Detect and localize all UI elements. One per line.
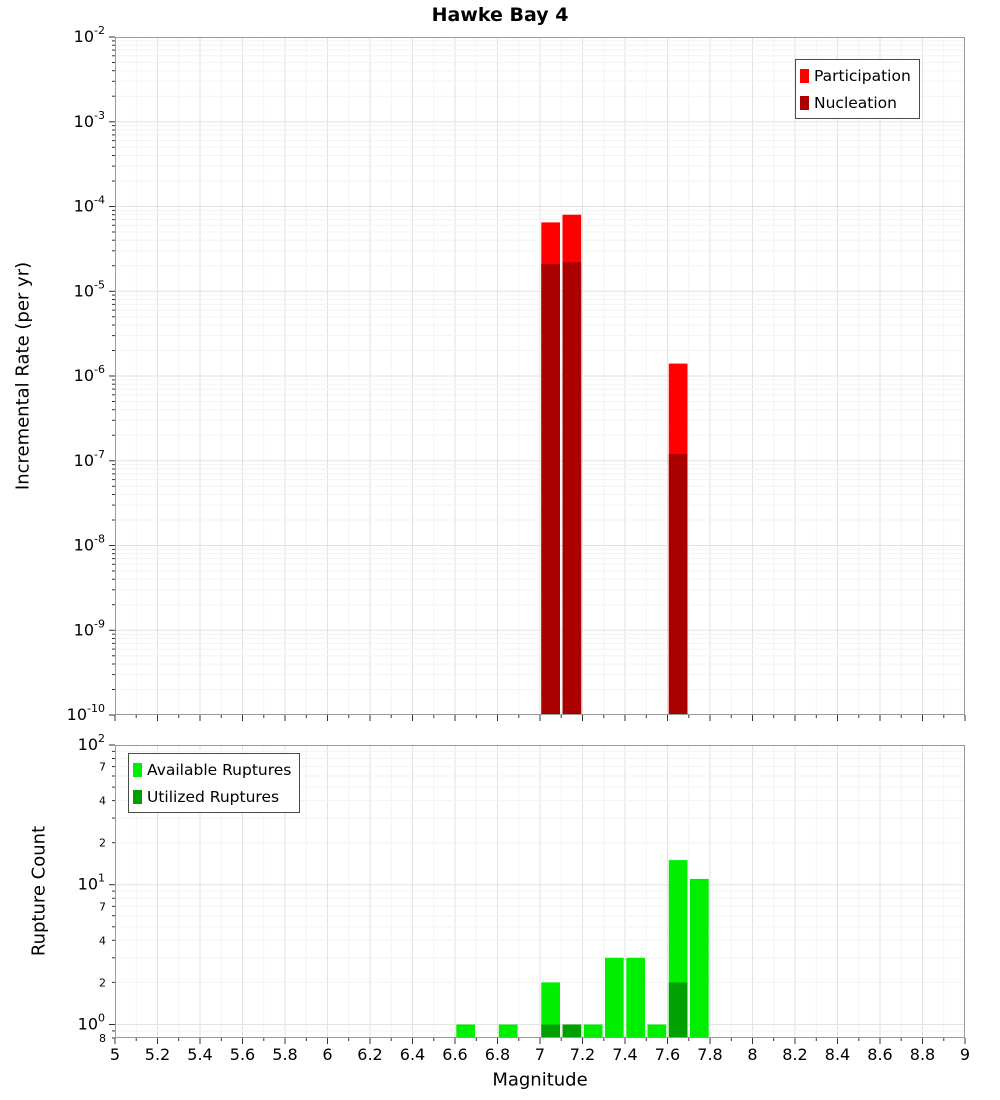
- plot-border: [115, 745, 965, 1038]
- axis-tick-labels: 10-10 10-9 10-8 10-7 10-6 10-5 10-4 10-3 10-2: [67, 24, 105, 724]
- y-tick-label: 10-9: [74, 617, 105, 639]
- rupture-count-plot: 5 5.2 5.4 5.6 5.8 6 6.2 6.4 6.6 6.8 7 7.2 7.4 7.6 7.8 8…: [78, 732, 970, 1064]
- grid-horizontal: [115, 40, 965, 690]
- x-tick-label: 8.6: [867, 1045, 892, 1064]
- bar: [498, 1024, 518, 1038]
- bar: [541, 263, 560, 715]
- y-minor-tick-label: 2: [99, 837, 106, 850]
- y-tick-label: 101: [78, 872, 105, 894]
- legend-item-utilized-ruptures: Utilized Ruptures: [133, 783, 291, 810]
- bar: [647, 1024, 667, 1038]
- x-tick-label: 7.4: [612, 1045, 637, 1064]
- y-tick-label: 10-10: [67, 702, 105, 724]
- bar: [605, 957, 624, 1038]
- x-tick-label: 9: [960, 1045, 970, 1064]
- x-tick-label: 5.2: [145, 1045, 170, 1064]
- y-minor-tick-label: 7: [99, 900, 106, 913]
- bars-nucleation: [541, 262, 688, 715]
- y-minor-tick-label: 2: [99, 976, 106, 989]
- bars-available-ruptures: [456, 860, 709, 1038]
- y-minor-tick-label: 7: [99, 761, 106, 774]
- bars-utilized-ruptures: [541, 982, 688, 1038]
- x-tick-label: 6.8: [485, 1045, 510, 1064]
- chart-title: Hawke Bay 4: [431, 4, 569, 26]
- x-axis-label: Magnitude: [492, 1069, 588, 1091]
- y-minor-tick-label: 4: [99, 795, 106, 808]
- x-tick-label: 8.4: [825, 1045, 850, 1064]
- x-tick-label: 6: [322, 1045, 332, 1064]
- legend-label-utilized-ruptures: Utilized Ruptures: [147, 787, 280, 806]
- legend-label-participation: Participation: [814, 66, 911, 85]
- legend-label-nucleation: Nucleation: [814, 93, 897, 112]
- y-tick-label: 10-3: [74, 109, 105, 131]
- bar: [541, 1024, 560, 1038]
- grid-horizontal: [115, 750, 965, 1032]
- y-tick-label: 10-8: [74, 533, 105, 555]
- utilized-ruptures-swatch: [133, 789, 142, 804]
- x-tick-label: 7.2: [570, 1045, 595, 1064]
- axis-tick-labels: 5 5.2 5.4 5.6 5.8 6 6.2 6.4 6.6 6.8 7 7.2 7.4 7.6 7.8 8…: [78, 732, 970, 1064]
- y-minor-tick-label: 4: [99, 934, 106, 947]
- bar: [562, 262, 582, 715]
- plot-border: [115, 37, 965, 715]
- y-tick-label: 10-5: [74, 278, 105, 300]
- bar: [668, 982, 688, 1038]
- axis-ticks: [109, 36, 966, 721]
- x-tick-label: 7.6: [655, 1045, 680, 1064]
- x-tick-label: 6.6: [442, 1045, 467, 1064]
- y-tick-label: 10-7: [74, 448, 105, 470]
- bar: [690, 878, 709, 1038]
- bar: [668, 454, 688, 715]
- bar: [626, 957, 645, 1038]
- bar: [456, 1024, 475, 1038]
- x-tick-label: 5: [110, 1045, 120, 1064]
- x-tick-label: 7.8: [697, 1045, 722, 1064]
- nucleation-swatch: [800, 95, 809, 110]
- available-ruptures-swatch: [133, 762, 142, 777]
- legend-item-available-ruptures: Available Ruptures: [133, 756, 291, 783]
- bottom-y-axis-label: Rupture Count: [28, 825, 50, 957]
- legend-item-nucleation: Nucleation: [800, 89, 911, 116]
- bar: [583, 1024, 603, 1038]
- x-tick-label: 8: [747, 1045, 757, 1064]
- axis-ticks: [109, 744, 966, 1044]
- x-tick-label: 6.4: [400, 1045, 425, 1064]
- incremental-rate-plot: 10-10 10-9 10-8 10-7 10-6 10-5 10-4 10-3 10-2: [67, 24, 966, 724]
- legend-item-participation: Participation: [800, 62, 911, 89]
- x-tick-label: 8.2: [782, 1045, 807, 1064]
- bottom-plot-legend: Available Ruptures Utilized Ruptures: [128, 753, 301, 813]
- participation-swatch: [800, 68, 809, 83]
- y-minor-tick-label: 8: [99, 1032, 106, 1045]
- x-tick-label: 5.8: [272, 1045, 297, 1064]
- x-tick-label: 8.8: [910, 1045, 935, 1064]
- top-y-axis-label: Incremental Rate (per yr): [12, 261, 34, 491]
- bar: [541, 982, 560, 1038]
- x-tick-label: 5.6: [230, 1045, 255, 1064]
- x-tick-label: 6.2: [357, 1045, 382, 1064]
- y-tick-label: 10-2: [74, 24, 105, 46]
- top-plot-legend: Participation Nucleation: [795, 59, 920, 119]
- y-tick-label: 10-4: [74, 194, 105, 216]
- bar: [562, 1024, 582, 1038]
- legend-label-available-ruptures: Available Ruptures: [147, 760, 292, 779]
- y-tick-label: 10-6: [74, 363, 105, 385]
- y-tick-label: 100: [78, 1012, 105, 1034]
- x-tick-label: 5.4: [187, 1045, 212, 1064]
- x-tick-label: 7: [535, 1045, 545, 1064]
- y-tick-label: 102: [78, 732, 105, 754]
